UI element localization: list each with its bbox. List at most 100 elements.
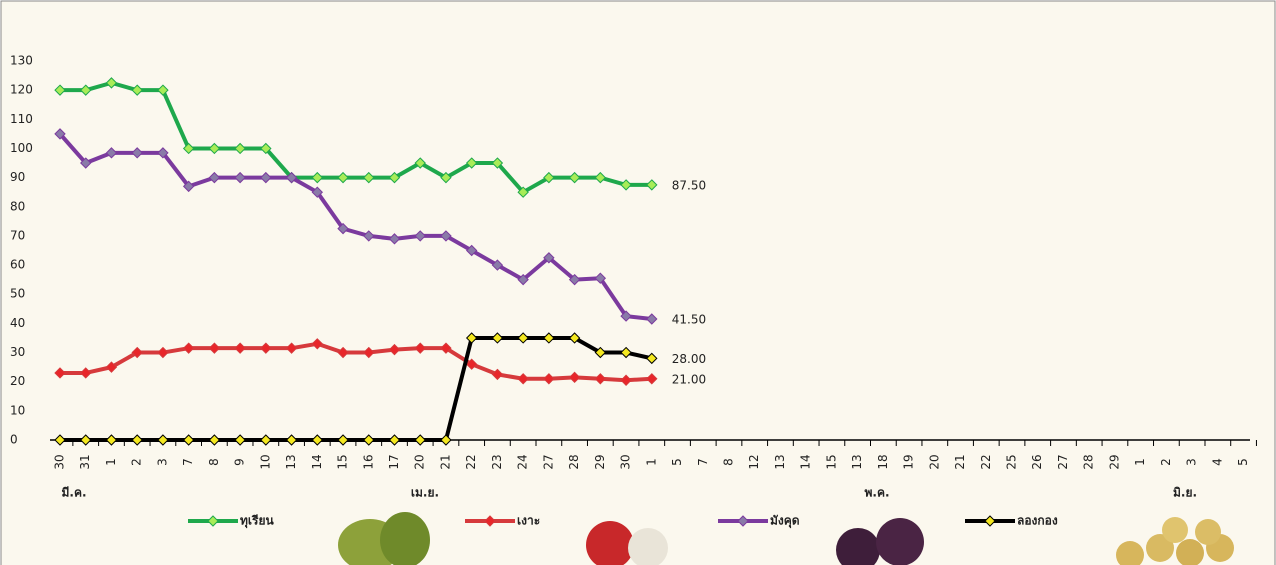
marker [311,186,324,198]
y-tick-label: 20 [10,374,25,388]
marker [260,342,272,354]
legend-marker [737,515,749,527]
marker [491,332,504,344]
marker [620,346,632,359]
legend-marker [207,515,219,527]
marker [311,171,324,184]
x-tick-label: 21 [953,454,967,469]
y-tick-label: 40 [10,316,25,330]
marker [337,346,349,359]
marker [517,273,529,286]
marker [388,434,401,446]
marker [594,346,607,359]
marker [208,171,221,184]
marker [260,171,272,184]
x-tick-label: 25 [1005,454,1019,469]
y-tick-label: 100 [10,141,33,155]
y-tick-label: 60 [10,258,25,272]
data-label: 87.50 [672,178,706,192]
marker [105,77,118,89]
x-tick-label: 20 [413,454,427,469]
marker [568,332,581,344]
x-tick-label: 24 [516,454,530,469]
marker [234,434,246,446]
x-tick-label: 28 [567,454,581,469]
marker [311,434,324,446]
marker [414,230,426,242]
marker [234,171,246,184]
x-tick-label: 2 [130,458,144,466]
marker [234,342,246,354]
marker [414,157,426,169]
marker [54,128,66,140]
marker [182,180,195,193]
marker [517,373,529,385]
marker [208,342,221,354]
marker [646,373,658,385]
marker [337,222,349,235]
y-tick-label: 120 [10,83,33,97]
month-label: มิ.ย. [1173,486,1197,500]
marker [620,374,632,386]
x-tick-label: 5 [1236,458,1250,466]
marker [543,252,555,264]
x-tick-label: 10 [258,454,272,469]
x-tick-label: 18 [876,454,890,469]
y-tick-label: 90 [10,170,25,184]
x-tick-label: 23 [490,454,504,469]
marker [620,310,632,322]
marker [157,346,169,359]
marker [440,342,452,354]
data-label: 41.50 [672,313,706,327]
marker [182,142,195,155]
marker [131,434,143,446]
marker [80,84,92,96]
x-tick-label: 30 [53,454,67,469]
marker [157,147,169,159]
y-tick-label: 10 [10,403,25,417]
x-tick-label: 14 [799,454,813,469]
marker [620,179,632,191]
x-tick-label: 1 [104,458,118,466]
marker [465,332,478,344]
x-tick-label: 31 [78,454,92,469]
marker [54,367,66,379]
x-tick-label: 2 [1159,458,1173,466]
y-tick-label: 50 [10,287,25,301]
data-label: 21.00 [672,372,706,386]
marker [80,367,92,379]
marker [646,179,658,191]
marker [388,343,401,356]
marker [131,84,143,96]
marker [285,342,298,354]
legend-label: เงาะ [517,514,540,528]
marker [568,171,581,184]
marker [465,244,478,257]
x-tick-label: 17 [387,454,401,469]
x-tick-label: 21 [438,454,452,469]
marker [131,147,143,159]
marker [465,157,478,169]
legend-marker [484,515,496,527]
x-tick-label: 30 [619,454,633,469]
x-tick-label: 3 [1185,458,1199,466]
y-tick-label: 0 [10,433,18,447]
x-tick-label: 13 [773,454,787,469]
data-label: 28.00 [672,352,706,366]
x-tick-label: 16 [361,454,375,469]
marker [646,352,658,365]
marker [285,434,298,446]
marker [414,434,426,446]
marker [491,368,504,381]
marker [311,338,324,350]
marker [594,272,607,284]
marker [105,361,118,373]
x-tick-label: 1 [1133,458,1147,466]
month-label: มี.ค. [61,486,86,500]
marker [543,171,555,184]
marker [208,142,221,155]
x-tick-label: 5 [670,458,684,466]
marker [388,171,401,184]
